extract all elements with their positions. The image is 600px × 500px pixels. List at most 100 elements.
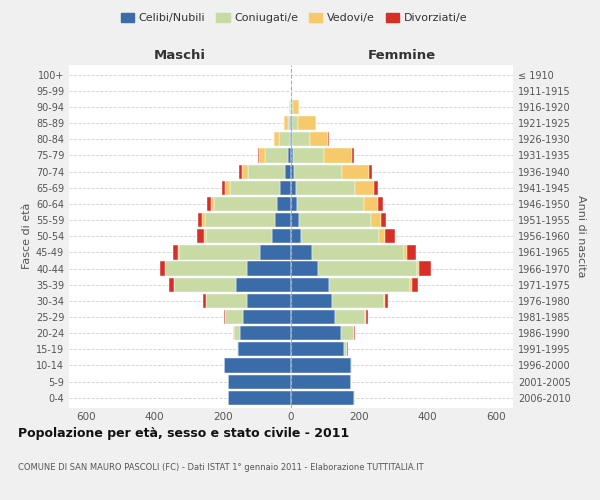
Bar: [178, 246, 179, 260]
Bar: [292, 132, 310, 146]
Bar: [274, 132, 279, 146]
Bar: [284, 116, 287, 130]
Bar: [291, 326, 341, 340]
Bar: [355, 180, 374, 195]
Bar: [174, 278, 236, 292]
Bar: [206, 229, 272, 244]
Bar: [371, 213, 381, 227]
Bar: [291, 342, 344, 356]
Bar: [381, 213, 386, 227]
Bar: [291, 374, 351, 389]
Bar: [301, 229, 379, 244]
Bar: [221, 180, 225, 195]
Bar: [365, 310, 366, 324]
Bar: [344, 342, 347, 356]
Legend: Celibi/Nubili, Coniugati/e, Vedovi/e, Divorziati/e: Celibi/Nubili, Coniugati/e, Vedovi/e, Di…: [116, 8, 472, 28]
Text: Popolazione per età, sesso e stato civile - 2011: Popolazione per età, sesso e stato civil…: [18, 428, 349, 440]
Bar: [224, 310, 225, 324]
Bar: [291, 229, 301, 244]
Bar: [385, 294, 388, 308]
Bar: [207, 197, 211, 211]
Bar: [332, 294, 384, 308]
Bar: [310, 132, 328, 146]
Bar: [351, 374, 352, 389]
Bar: [291, 390, 354, 405]
Bar: [289, 100, 290, 114]
Bar: [299, 213, 371, 227]
Bar: [379, 197, 383, 211]
Bar: [285, 164, 291, 178]
Bar: [351, 358, 352, 372]
Bar: [291, 278, 329, 292]
Bar: [319, 262, 416, 276]
Bar: [298, 116, 316, 130]
Bar: [293, 100, 299, 114]
Y-axis label: Fasce di età: Fasce di età: [22, 203, 32, 270]
Bar: [287, 116, 290, 130]
Bar: [224, 358, 291, 372]
Bar: [364, 197, 379, 211]
Bar: [272, 229, 291, 244]
Bar: [242, 164, 248, 178]
Bar: [297, 197, 364, 211]
Bar: [291, 358, 351, 372]
Bar: [329, 278, 410, 292]
Bar: [279, 132, 290, 146]
Bar: [290, 132, 291, 146]
Bar: [410, 278, 412, 292]
Bar: [291, 180, 296, 195]
Bar: [290, 116, 291, 130]
Bar: [325, 148, 352, 162]
Bar: [342, 164, 369, 178]
Bar: [352, 148, 354, 162]
Text: COMUNE DI SAN MAURO PASCOLI (FC) - Dati ISTAT 1° gennaio 2011 - Elaborazione TUT: COMUNE DI SAN MAURO PASCOLI (FC) - Dati …: [18, 462, 424, 471]
Bar: [265, 148, 288, 162]
Bar: [203, 294, 206, 308]
Bar: [198, 213, 202, 227]
Bar: [236, 278, 291, 292]
Bar: [169, 278, 173, 292]
Bar: [369, 164, 371, 178]
Bar: [247, 294, 291, 308]
Bar: [179, 246, 260, 260]
Bar: [328, 132, 329, 146]
Bar: [197, 229, 204, 244]
Bar: [280, 180, 291, 195]
Text: Maschi: Maschi: [154, 50, 206, 62]
Bar: [288, 148, 291, 162]
Bar: [204, 229, 206, 244]
Bar: [385, 229, 395, 244]
Bar: [312, 246, 404, 260]
Bar: [277, 197, 291, 211]
Bar: [291, 116, 292, 130]
Bar: [226, 310, 243, 324]
Bar: [166, 262, 247, 276]
Bar: [379, 229, 385, 244]
Bar: [243, 310, 291, 324]
Bar: [260, 246, 291, 260]
Bar: [291, 294, 332, 308]
Bar: [384, 294, 385, 308]
Bar: [206, 294, 247, 308]
Bar: [335, 310, 365, 324]
Bar: [292, 116, 298, 130]
Bar: [291, 262, 319, 276]
Bar: [416, 262, 419, 276]
Bar: [291, 164, 294, 178]
Bar: [173, 246, 178, 260]
Bar: [292, 100, 293, 114]
Bar: [259, 148, 265, 162]
Bar: [291, 197, 297, 211]
Bar: [238, 342, 291, 356]
Bar: [354, 390, 355, 405]
Bar: [294, 164, 342, 178]
Bar: [296, 180, 355, 195]
Bar: [419, 262, 431, 276]
Bar: [366, 310, 368, 324]
Bar: [160, 262, 164, 276]
Bar: [291, 132, 292, 146]
Text: Femmine: Femmine: [368, 50, 436, 62]
Bar: [293, 148, 325, 162]
Bar: [248, 164, 285, 178]
Bar: [407, 246, 416, 260]
